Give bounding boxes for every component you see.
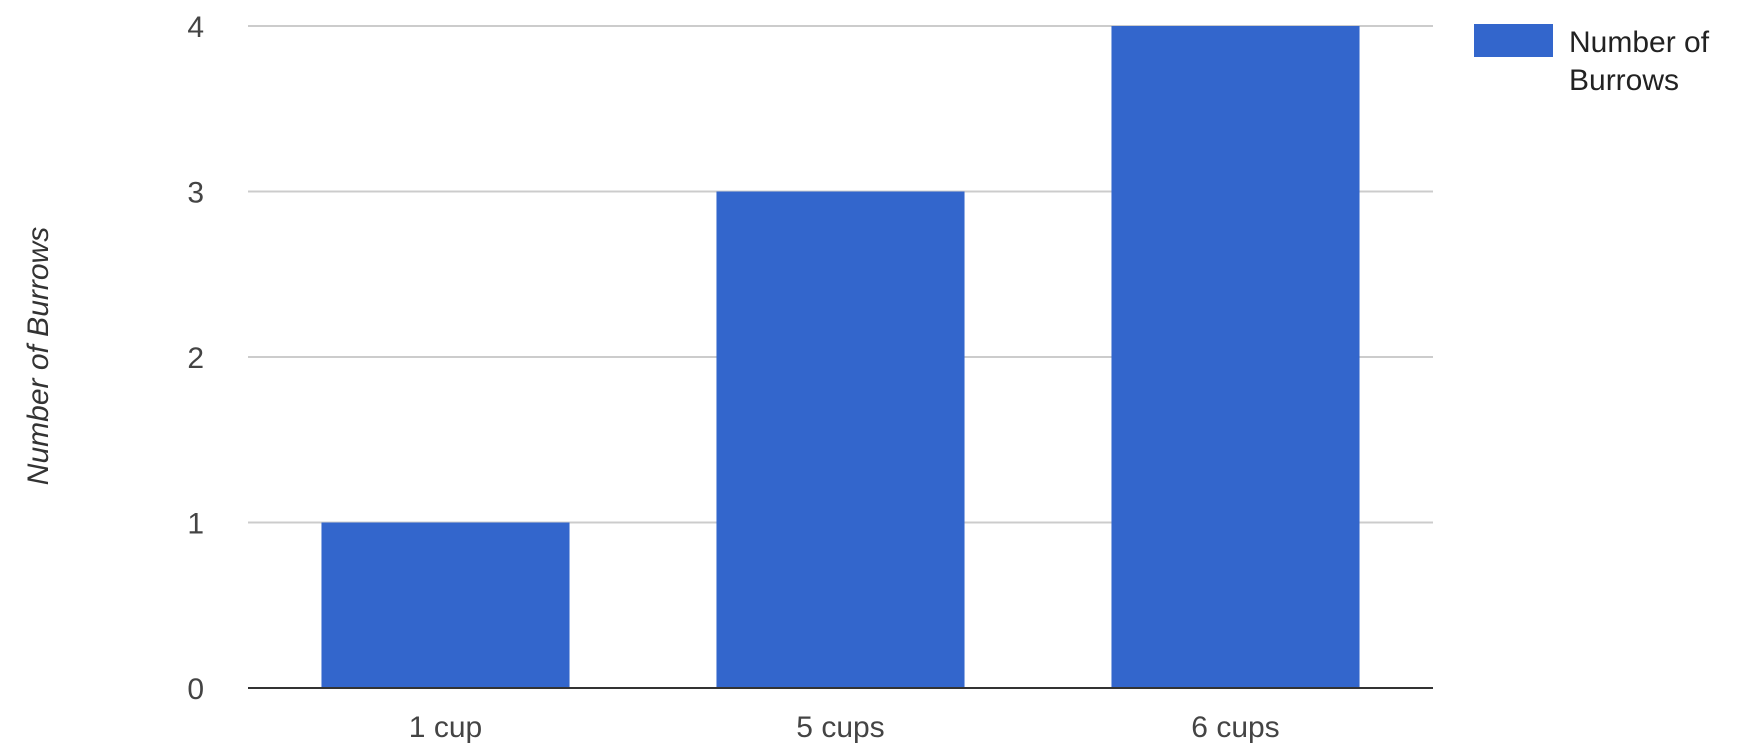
- legend-swatch: [1474, 24, 1553, 57]
- legend-label-line: Number of: [1569, 26, 1710, 59]
- bars: [321, 26, 1360, 688]
- x-tick-labels: 1 cup 5 cups 6 cups: [409, 711, 1280, 744]
- x-tick-label: 1 cup: [409, 711, 482, 744]
- y-tick-label: 3: [187, 177, 204, 210]
- x-tick-label: 6 cups: [1191, 711, 1279, 744]
- y-tick-labels: 0 1 2 3 4: [187, 11, 204, 706]
- legend: Number of Burrows: [1474, 24, 1717, 97]
- legend-label-line: Burrows: [1569, 64, 1679, 97]
- bar: [1111, 26, 1360, 688]
- y-tick-label: 4: [187, 11, 204, 44]
- y-tick-label: 1: [187, 508, 204, 541]
- y-tick-label: 0: [187, 673, 204, 706]
- y-axis-title: Number of Burrows: [22, 227, 55, 485]
- legend-label: Number of Burrows: [1569, 26, 1717, 97]
- bar: [716, 191, 965, 688]
- x-tick-label: 5 cups: [796, 711, 884, 744]
- bar: [321, 522, 570, 688]
- y-tick-label: 2: [187, 342, 204, 375]
